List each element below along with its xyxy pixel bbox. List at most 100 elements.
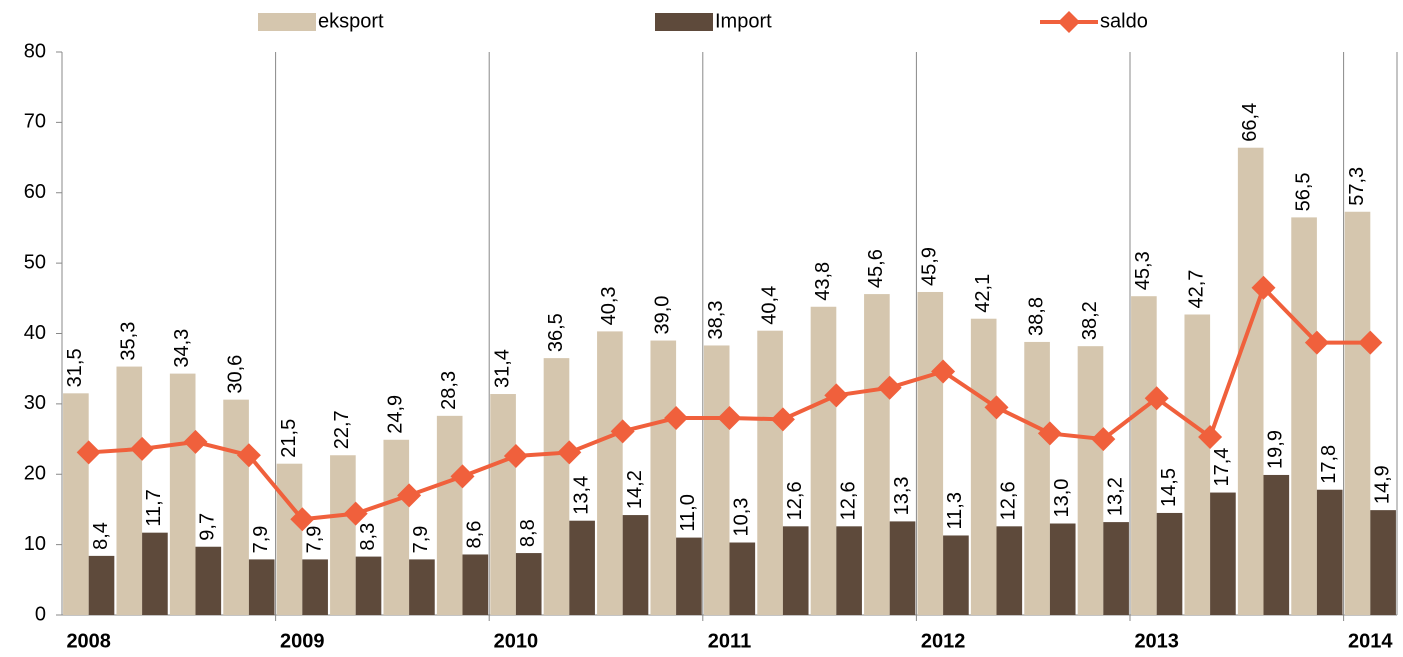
value-label: 31,4: [491, 349, 513, 388]
marker: [1198, 424, 1223, 449]
marker: [1358, 330, 1383, 355]
bar: [650, 340, 677, 615]
bar: [116, 366, 143, 615]
y-tick-label: 80: [24, 40, 46, 62]
value-label: 14,2: [624, 470, 646, 509]
bar: [142, 532, 168, 615]
value-label: 45,6: [865, 249, 887, 288]
bar: [88, 555, 115, 615]
bar: [917, 291, 944, 615]
value-label: 34,3: [171, 329, 193, 368]
legend-swatch: [655, 13, 713, 31]
value-label: 7,9: [410, 526, 432, 554]
value-label: 12,6: [837, 481, 859, 520]
bar: [1077, 346, 1104, 615]
y-tick-label: 60: [24, 181, 46, 203]
bar: [490, 394, 516, 615]
value-label: 24,9: [385, 395, 407, 434]
marker: [717, 405, 742, 430]
bar: [864, 294, 890, 615]
bar: [1237, 147, 1264, 615]
legend-swatch: [258, 13, 316, 31]
legend-label: saldo: [1100, 10, 1148, 32]
value-label: 56,5: [1292, 172, 1314, 211]
marker: [1037, 421, 1062, 446]
value-label: 8,6: [464, 521, 486, 549]
marker: [450, 464, 475, 489]
marker: [877, 375, 902, 400]
bar: [169, 373, 196, 615]
value-label: 42,7: [1186, 270, 1208, 309]
y-tick-label: 20: [24, 463, 46, 485]
bar: [757, 330, 783, 615]
bar: [409, 559, 435, 615]
value-label: 11,0: [677, 494, 699, 531]
bar: [729, 542, 756, 615]
marker: [76, 440, 101, 465]
value-label: 14,5: [1158, 468, 1180, 507]
bar: [1370, 510, 1396, 615]
x-tick-label: 2011: [708, 630, 751, 652]
x-tick-label: 2010: [494, 630, 539, 652]
y-tick-label: 50: [24, 251, 46, 273]
bar: [1024, 341, 1050, 615]
value-label: 40,4: [758, 286, 780, 325]
value-label: 12,6: [998, 481, 1020, 520]
marker: [397, 483, 422, 508]
value-label: 8,3: [357, 523, 379, 551]
marker: [770, 407, 795, 432]
bar: [676, 537, 702, 615]
value-label: 21,5: [278, 419, 300, 458]
bar: [462, 554, 489, 615]
value-label: 45,9: [919, 247, 941, 286]
y-tick-label: 0: [35, 603, 46, 625]
marker: [183, 429, 208, 454]
value-label: 36,5: [545, 313, 567, 352]
x-tick-label: 2009: [280, 630, 325, 652]
bar: [1316, 489, 1343, 615]
marker: [1251, 275, 1276, 300]
bar: [1131, 296, 1157, 615]
bar: [1103, 522, 1129, 615]
value-label: 12,6: [784, 481, 806, 520]
bar: [515, 553, 542, 615]
bar: [970, 318, 997, 615]
marker: [236, 443, 261, 468]
bar: [330, 455, 356, 615]
value-label: 9,7: [197, 513, 219, 541]
value-label: 35,3: [118, 322, 140, 361]
bar: [836, 526, 862, 615]
x-tick-label: 2013: [1134, 630, 1179, 652]
bar: [622, 515, 649, 615]
marker: [931, 359, 956, 384]
value-label: 22,7: [331, 410, 353, 449]
legend-marker: [1058, 11, 1080, 33]
bar: [943, 535, 969, 615]
value-label: 38,2: [1079, 301, 1101, 340]
bar: [782, 526, 809, 615]
bar: [63, 393, 89, 615]
value-label: 10,3: [731, 498, 753, 537]
value-label: 19,9: [1265, 430, 1287, 469]
marker: [503, 443, 528, 468]
value-label: 13,2: [1104, 477, 1126, 516]
bar: [1156, 512, 1183, 615]
x-tick-label: 2008: [66, 630, 111, 652]
value-label: 7,9: [250, 526, 272, 554]
y-tick-label: 10: [24, 533, 46, 555]
bar: [248, 559, 275, 615]
value-label: 8,4: [90, 522, 112, 550]
value-label: 13,3: [891, 476, 913, 515]
value-label: 13,0: [1051, 479, 1073, 518]
bar: [996, 526, 1023, 615]
value-label: 45,3: [1132, 251, 1154, 290]
value-label: 14,9: [1371, 465, 1393, 504]
value-label: 17,8: [1318, 445, 1340, 484]
marker: [1091, 427, 1116, 452]
value-label: 66,4: [1239, 103, 1261, 142]
marker: [610, 419, 635, 444]
bar: [302, 559, 328, 615]
value-label: 42,1: [972, 274, 994, 313]
